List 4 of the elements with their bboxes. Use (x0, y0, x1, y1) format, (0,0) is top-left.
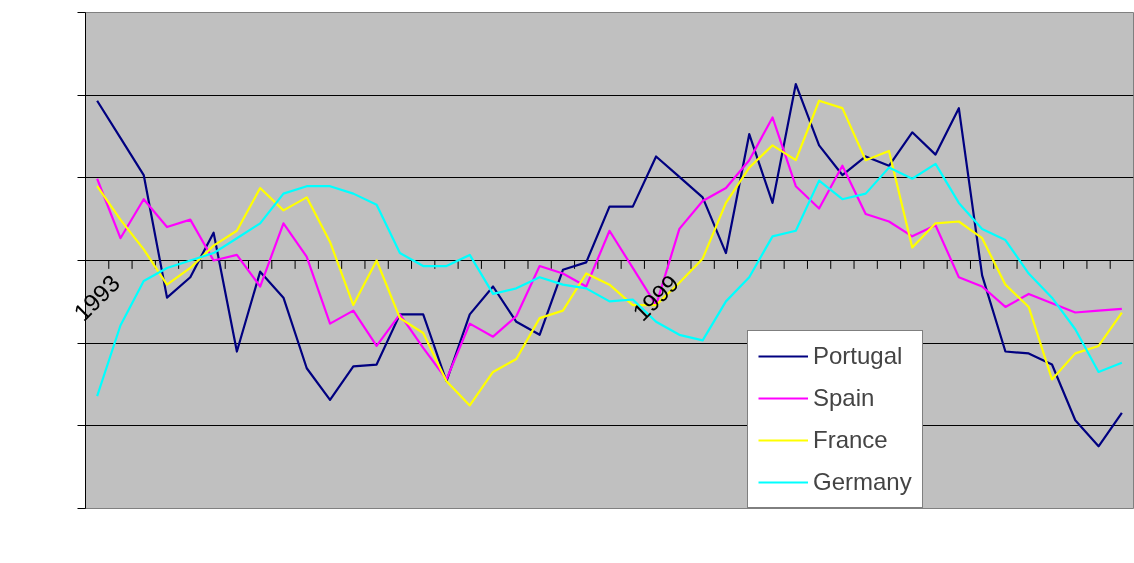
legend-label: Germany (813, 467, 912, 497)
legend-label: Portugal (813, 341, 903, 371)
legend-label: Spain (813, 383, 875, 413)
legend-label: France (813, 425, 888, 455)
